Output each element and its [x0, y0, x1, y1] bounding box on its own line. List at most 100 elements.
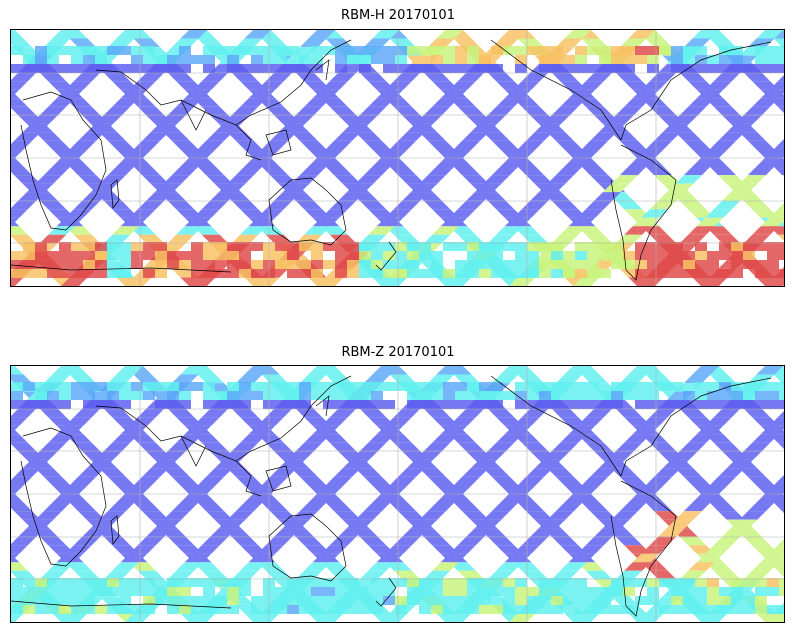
swath-tile: [538, 183, 566, 193]
swath-tile: [372, 30, 399, 39]
swath-tile: [581, 38, 609, 48]
swath-tile: [457, 72, 485, 82]
swath-tile: [769, 545, 784, 554]
band-tile: [695, 269, 707, 278]
band-tile: [491, 242, 503, 251]
swath-tile: [577, 417, 604, 426]
swath-tile: [329, 106, 357, 116]
band-tile: [683, 400, 695, 409]
swath-tile: [555, 166, 583, 176]
band-tile: [431, 251, 443, 260]
band-tile: [383, 578, 395, 587]
swath-tile: [526, 511, 553, 520]
band-tile: [155, 251, 167, 260]
swath-tile: [679, 570, 707, 580]
band-tile: [71, 269, 83, 278]
band-tile: [239, 64, 251, 73]
band-tile: [215, 605, 227, 614]
band-tile: [107, 382, 119, 391]
swath-tile: [581, 476, 609, 486]
swath-tile: [112, 434, 139, 443]
swath-tile: [223, 115, 250, 124]
band-tile: [647, 242, 659, 251]
swath-tile: [11, 166, 33, 176]
band-tile: [671, 46, 683, 55]
swath-tile: [769, 209, 784, 218]
swath-tile: [372, 158, 399, 167]
band-tile: [59, 269, 71, 278]
swath-tile: [427, 38, 455, 48]
band-tile: [683, 251, 695, 260]
band-tile: [239, 46, 251, 55]
band-tile: [515, 382, 527, 391]
band-tile: [155, 596, 167, 605]
band-tile: [659, 578, 671, 587]
band-tile: [299, 382, 311, 391]
band-tile: [23, 382, 35, 391]
swath-tile: [376, 425, 404, 435]
swath-tile: [496, 562, 523, 571]
swath-tile: [423, 536, 451, 546]
swath-tile: [11, 140, 33, 150]
swath-tile: [449, 417, 476, 426]
band-tile: [527, 605, 539, 614]
swath-tile: [415, 451, 442, 460]
band-tile: [71, 596, 83, 605]
swath-tile: [304, 434, 331, 443]
swath-tile: [103, 408, 131, 418]
band-tile: [239, 587, 251, 596]
band-tile: [503, 596, 515, 605]
swath-tile: [312, 425, 340, 435]
band-tile: [383, 400, 395, 409]
swath-tile: [65, 209, 92, 218]
swath-tile: [257, 417, 284, 426]
swath-tile: [709, 140, 737, 150]
band-tile: [167, 587, 179, 596]
band-tile: [59, 382, 71, 391]
swath-tile: [504, 217, 532, 227]
swath-tile: [410, 55, 438, 65]
band-tile: [527, 587, 539, 596]
swath-tile: [679, 408, 707, 418]
band-tile: [575, 605, 587, 614]
band-tile: [143, 64, 155, 73]
band-tile: [491, 46, 503, 55]
swath-tile: [381, 485, 408, 494]
swath-tile: [376, 553, 404, 563]
swath-tile: [197, 140, 225, 150]
swath-tile: [317, 149, 344, 158]
band-tile: [707, 269, 719, 278]
coastline: [11, 600, 232, 609]
band-tile: [203, 596, 215, 605]
swath-tile: [585, 106, 613, 116]
band-tile: [479, 382, 491, 391]
swath-tile: [551, 200, 579, 210]
swath-tile: [747, 502, 775, 512]
swath-tile: [479, 451, 506, 460]
band-tile: [119, 269, 131, 278]
swath-tile: [184, 425, 212, 435]
band-tile: [95, 578, 107, 587]
band-tile: [371, 391, 383, 400]
band-tile: [335, 382, 347, 391]
band-tile: [767, 242, 779, 251]
swath-tile: [39, 234, 67, 244]
swath-tile: [43, 476, 71, 486]
band-tile: [83, 55, 95, 64]
swath-tile: [683, 140, 711, 150]
swath-tile: [11, 554, 20, 563]
swath-tile: [713, 200, 741, 210]
swath-tile: [227, 468, 254, 477]
band-tile: [623, 46, 635, 55]
swath-tile: [73, 72, 101, 82]
band-tile: [227, 400, 239, 409]
swath-tile: [402, 192, 429, 201]
swath-tile: [679, 234, 707, 244]
band-tile: [311, 242, 323, 251]
swath-tile: [581, 140, 609, 150]
band-tile: [203, 587, 215, 596]
swath-tile: [133, 166, 161, 176]
swath-tile: [521, 72, 549, 82]
band-tile: [767, 55, 779, 64]
swath-tile: [338, 192, 365, 201]
